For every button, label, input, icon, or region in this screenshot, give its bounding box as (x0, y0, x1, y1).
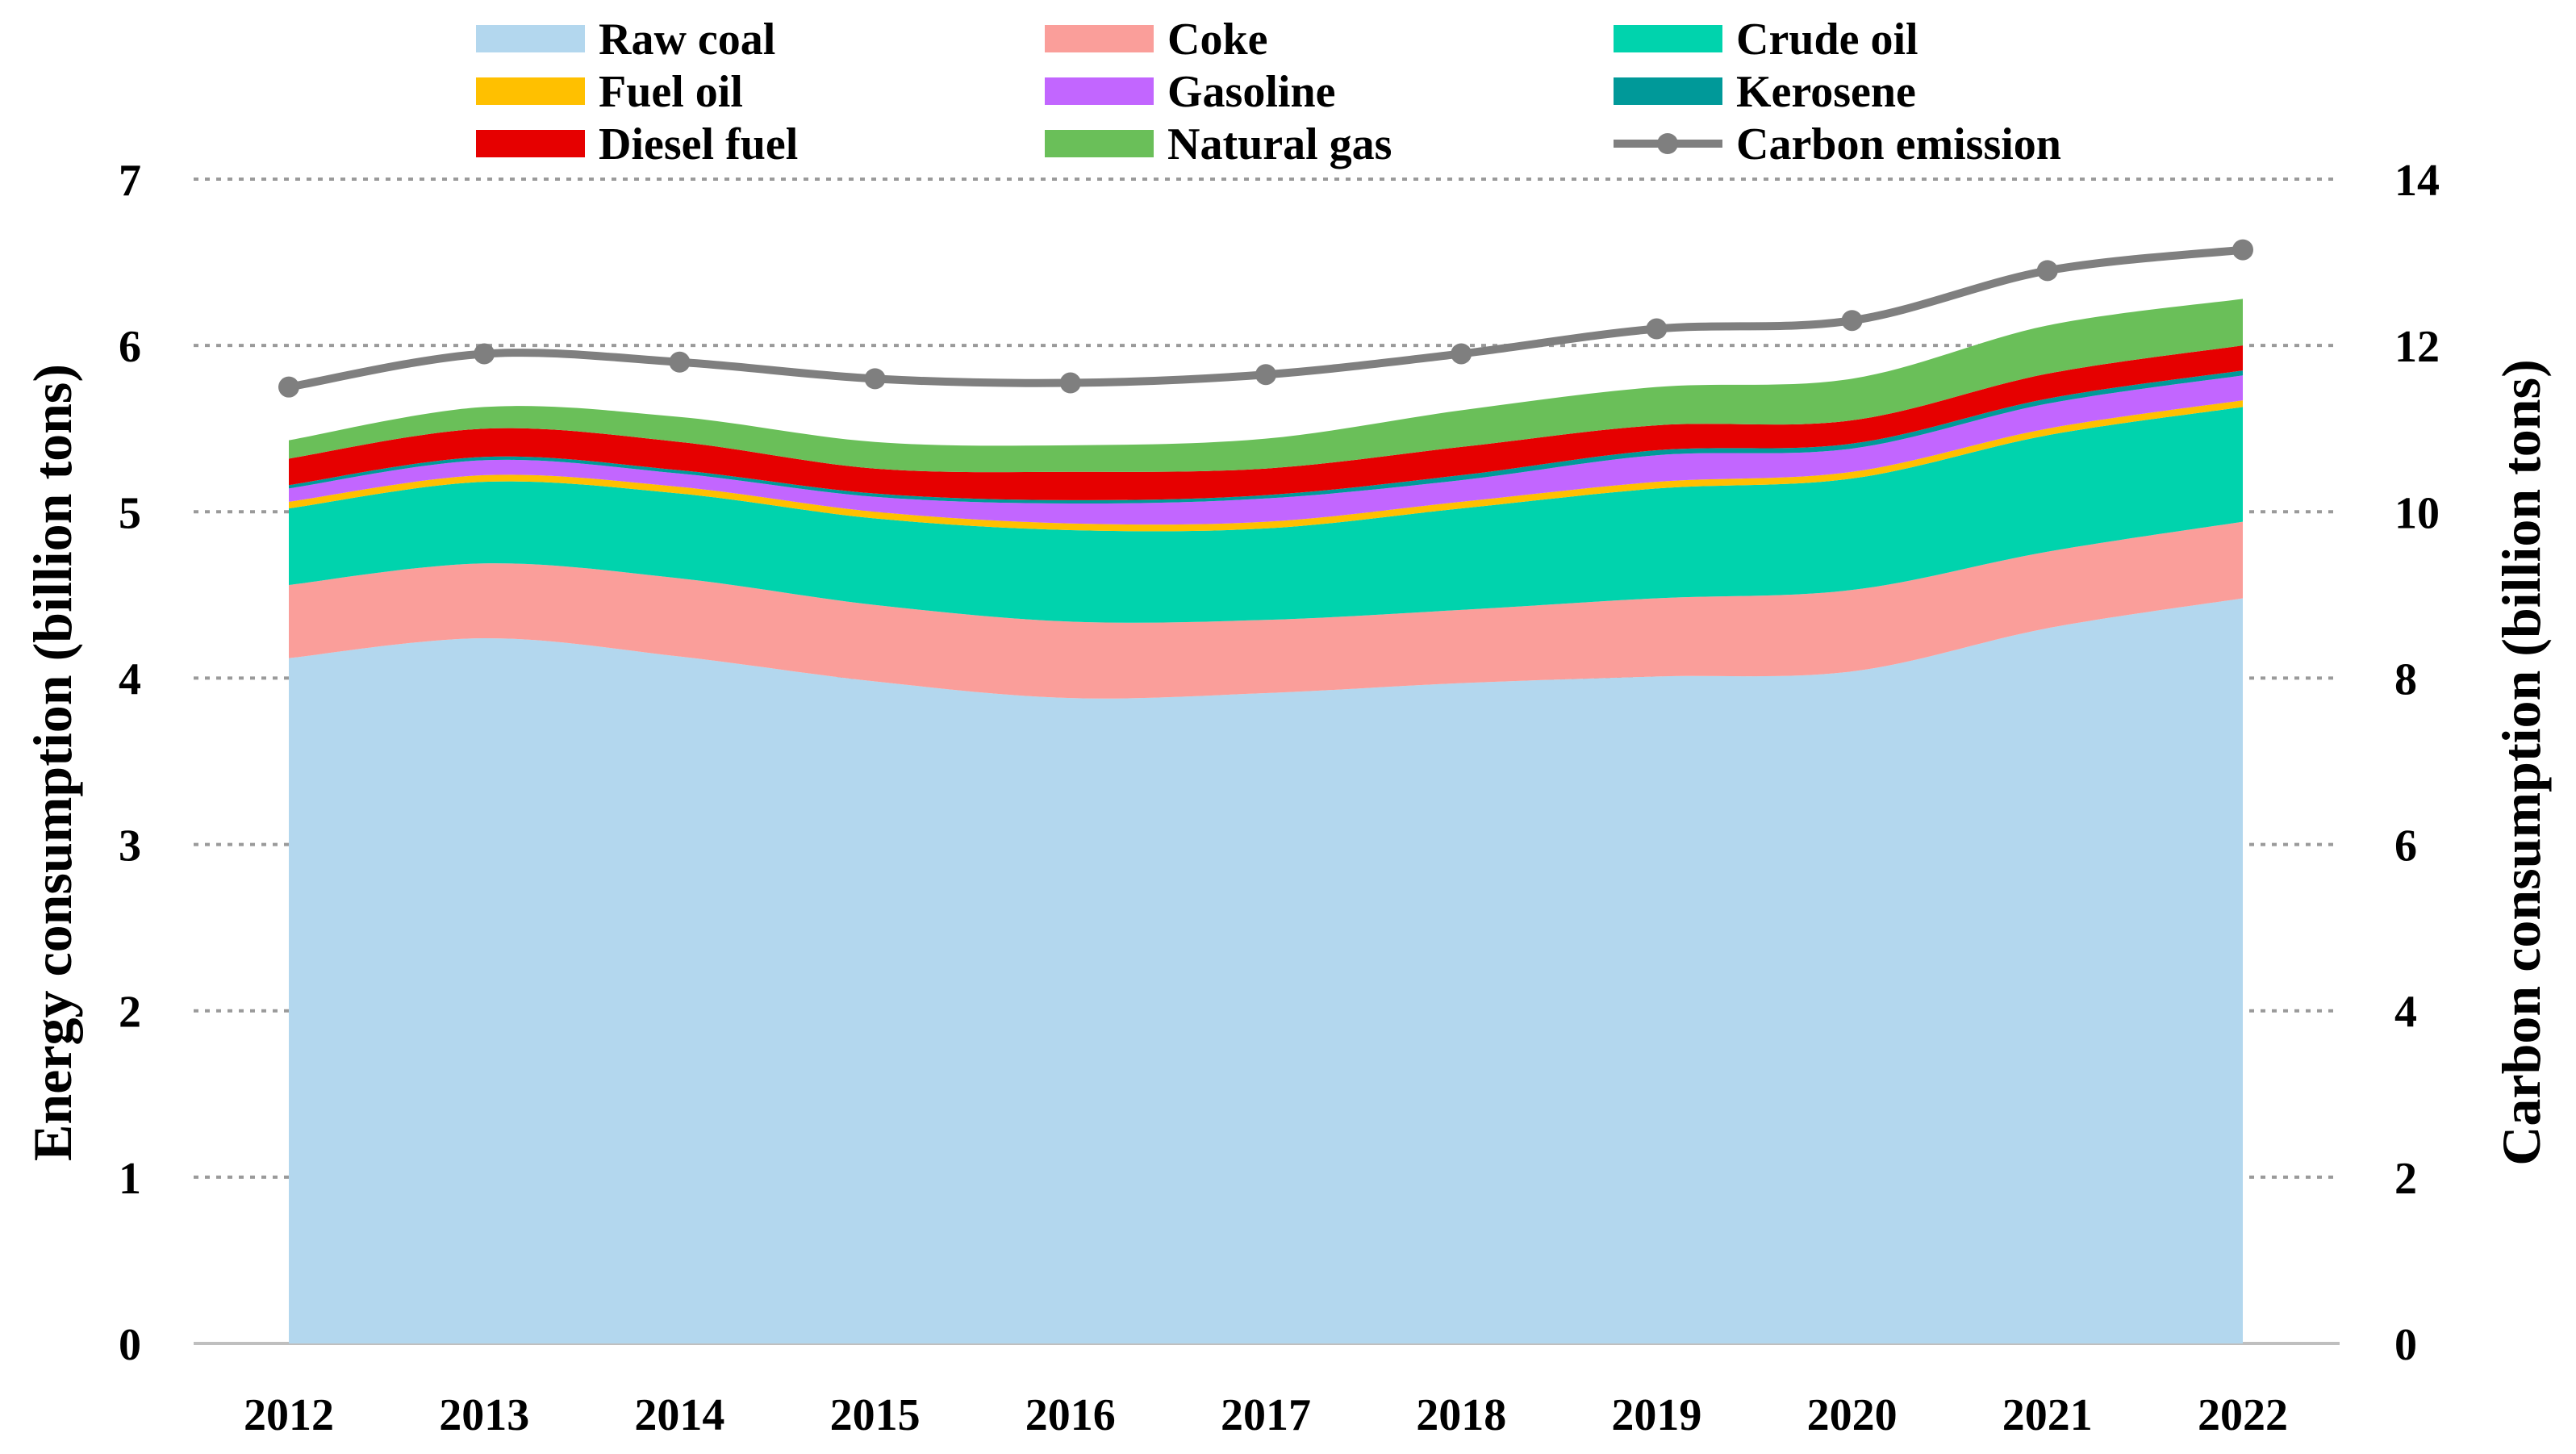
y-tick-label: 4 (119, 654, 141, 704)
carbon-emission-point (1451, 343, 1472, 365)
legend-swatch-crude-oil (1614, 25, 1722, 52)
legend-swatch-natural-gas (1045, 130, 1154, 157)
y2-tick-label: 4 (2394, 988, 2417, 1038)
y2-axis-title: Carbon consumption (billion tons) (2490, 359, 2552, 1165)
y-tick-label: 6 (119, 322, 141, 372)
legend: Raw coal Coke Crude oil Fuel oil Gasoline Ker… (476, 15, 2061, 169)
legend-swatch-diesel-fuel (476, 130, 585, 157)
carbon-emission-point (1841, 310, 1863, 332)
carbon-emission-point (278, 376, 299, 398)
y-tick-label: 3 (119, 821, 141, 871)
x-tick-label: 2017 (1221, 1390, 1311, 1440)
y2-tick-label: 8 (2394, 654, 2417, 704)
carbon-emission-point (2232, 239, 2253, 261)
carbon-emission-point (1255, 364, 1276, 386)
legend-swatch-kerosene (1614, 77, 1722, 105)
y-tick-label: 1 (119, 1154, 141, 1204)
y2-tick-label: 12 (2394, 322, 2440, 372)
legend-label-diesel-fuel: Diesel fuel (599, 119, 798, 169)
area-raw-coal (289, 598, 2243, 1343)
carbon-emission-point (669, 351, 691, 373)
y2-tick-label: 2 (2394, 1154, 2417, 1204)
stacked-areas (289, 299, 2243, 1343)
legend-label-carbon-emission: Carbon emission (1736, 119, 2061, 169)
legend-label-fuel-oil: Fuel oil (599, 67, 743, 117)
legend-swatch-raw-coal (476, 25, 585, 52)
area-coke (289, 521, 2243, 699)
y-tick-label: 0 (119, 1320, 141, 1370)
x-tick-label: 2013 (439, 1390, 529, 1440)
legend-swatch-coke (1045, 25, 1154, 52)
carbon-emission-point (1059, 372, 1081, 394)
legend-label-crude-oil: Crude oil (1736, 15, 1918, 65)
y2-tick-label: 14 (2394, 156, 2440, 206)
area-gasoline (289, 375, 2243, 525)
legend-swatch-fuel-oil (476, 77, 585, 105)
y-tick-label: 7 (119, 156, 141, 206)
legend-marker-carbon-emission (1657, 133, 1678, 154)
legend-label-natural-gas: Natural gas (1167, 119, 1392, 169)
area-natural-gas (289, 299, 2243, 473)
legend-label-kerosene: Kerosene (1736, 67, 1916, 117)
carbon-emission-point (474, 343, 495, 365)
x-tick-label: 2020 (1807, 1390, 1898, 1440)
x-tick-label: 2021 (2002, 1390, 2093, 1440)
carbon-emission-line (278, 239, 2253, 398)
x-tick-label: 2018 (1416, 1390, 1506, 1440)
legend-label-gasoline: Gasoline (1167, 67, 1335, 117)
y-tick-label: 2 (119, 988, 141, 1038)
carbon-emission-point (864, 368, 886, 390)
x-tick-label: 2012 (244, 1390, 334, 1440)
y-tick-label: 5 (119, 488, 141, 538)
x-tick-label: 2019 (1611, 1390, 1701, 1440)
area-crude-oil (289, 407, 2243, 623)
y2-tick-label: 10 (2394, 488, 2440, 538)
carbon-emission-point (1646, 318, 1668, 340)
y2-tick-label: 6 (2394, 821, 2417, 871)
legend-swatch-gasoline (1045, 77, 1154, 105)
y-axis-title: Energy consumption (billion tons) (22, 364, 83, 1161)
x-tick-label: 2022 (2198, 1390, 2288, 1440)
y2-tick-label: 0 (2394, 1320, 2417, 1370)
legend-label-raw-coal: Raw coal (599, 15, 775, 65)
x-tick-label: 2015 (830, 1390, 921, 1440)
x-tick-label: 2014 (634, 1390, 724, 1440)
carbon-emission-point (2036, 260, 2058, 282)
x-tick-label: 2016 (1025, 1390, 1116, 1440)
area-diesel-fuel (289, 345, 2243, 500)
legend-label-coke: Coke (1167, 15, 1267, 65)
